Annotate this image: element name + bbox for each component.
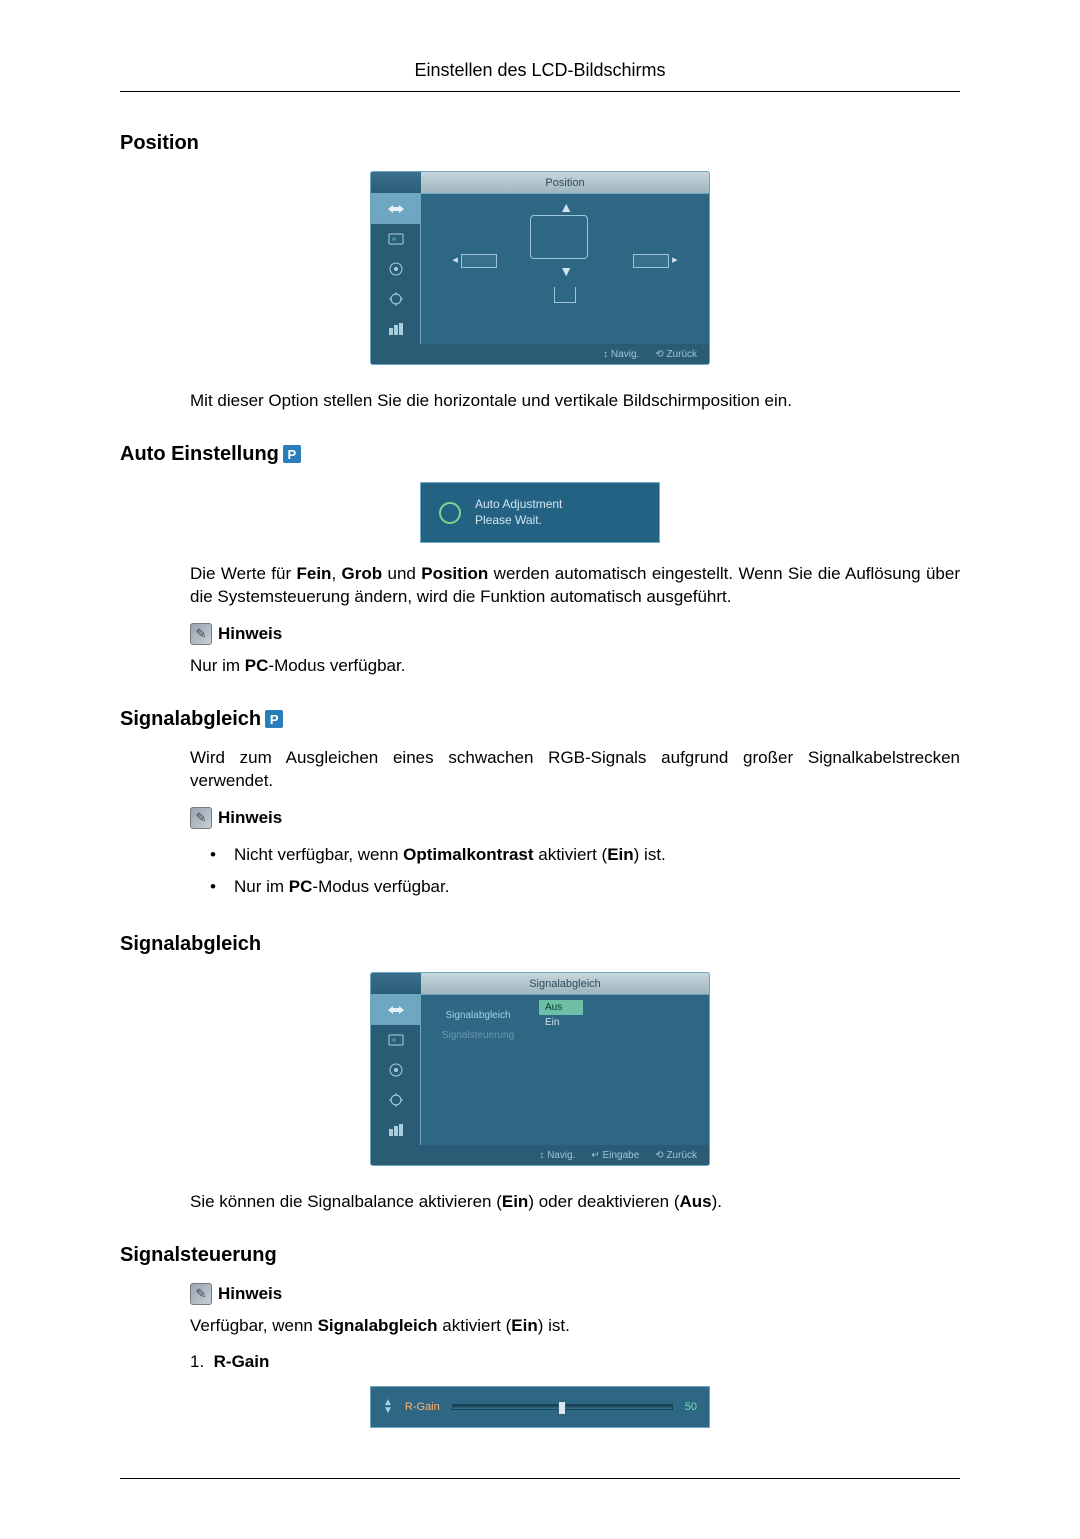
osd-footer: ↕ Navig. ↵ Eingabe ⟲ Zurück [371, 1145, 709, 1165]
position-desc: Mit dieser Option stellen Sie die horizo… [190, 390, 960, 413]
heading-signal2-text: Signalabgleich [120, 933, 261, 956]
osd-sidebar [371, 995, 421, 1145]
note-label: Hinweis [218, 624, 282, 644]
row1-label: Signalabgleich [433, 1010, 523, 1021]
note-icon: ✎ [190, 807, 212, 829]
note-label: Hinweis [218, 808, 282, 828]
osd-footer: ↕ Navig. ⟲ Zurück [371, 344, 709, 364]
footer-enter: ↵ Eingabe [591, 1150, 639, 1161]
spinner-icon [439, 502, 461, 524]
osd-main: Signalabgleich Aus Ein Signalsteuerung [421, 995, 709, 1145]
osd-title: Position [421, 172, 709, 193]
auto-line1: Auto Adjustment [475, 497, 562, 513]
input-icon [371, 995, 420, 1025]
note-auto: ✎ Hinweis [190, 623, 960, 645]
osd-signal: Signalabgleich Signalabgleich Aus Ein [370, 972, 710, 1166]
picture-icon [371, 1025, 420, 1055]
multi-icon [371, 1115, 420, 1145]
heading-signal1: Signalabgleich P [120, 708, 960, 731]
footer-rule [120, 1478, 960, 1479]
footer-back: ⟲ Zurück [655, 349, 697, 360]
figure-signal2: Signalabgleich Signalabgleich Aus Ein [120, 972, 960, 1171]
osd-titlebar: Position [371, 172, 709, 194]
osd-titlebar: Signalabgleich [371, 973, 709, 995]
footer-back: ⟲ Zurück [655, 1150, 697, 1161]
slider-thumb [558, 1401, 566, 1415]
auto-desc: Die Werte für Fein, Grob und Position we… [190, 563, 960, 609]
page-header: Einstellen des LCD-Bildschirms [120, 60, 960, 92]
heading-auto-text: Auto Einstellung [120, 443, 279, 466]
signal1-bullets: Nicht verfügbar, wenn Optimalkontrast ak… [210, 839, 960, 904]
input-icon [371, 194, 420, 224]
signal1-desc: Wird zum Ausgleichen eines schwachen RGB… [190, 747, 960, 793]
picture-icon [371, 224, 420, 254]
bullet-1: Nicht verfügbar, wenn Optimalkontrast ak… [210, 839, 960, 871]
note-signalsteuerung: ✎ Hinweis [190, 1283, 960, 1305]
rgain-item: 1. R-Gain [190, 1352, 960, 1372]
item-label: R-Gain [214, 1352, 270, 1371]
heading-signal2: Signalabgleich [120, 933, 960, 956]
auto-adjust-box: Auto Adjustment Please Wait. [420, 482, 660, 543]
row2-label: Signalsteuerung [433, 1030, 523, 1041]
sound-icon [371, 1055, 420, 1085]
multi-icon [371, 314, 420, 344]
heading-position-text: Position [120, 132, 199, 155]
sound-icon [371, 254, 420, 284]
note-signal1: ✎ Hinweis [190, 807, 960, 829]
footer-nav: ↕ Navig. [539, 1150, 575, 1161]
heading-signalsteuerung-text: Signalsteuerung [120, 1244, 277, 1267]
rgain-label: R-Gain [405, 1401, 440, 1413]
pc-badge-icon: P [283, 445, 301, 463]
rgain-value: 50 [685, 1401, 697, 1413]
note-label: Hinweis [218, 1284, 282, 1304]
osd-position: Position ▲ ▼ ◂ ▸ ↕ Navig. ⟲ Zurück [370, 171, 710, 365]
arrow-icon: ▲▼ [383, 1399, 393, 1415]
setup-icon [371, 1085, 420, 1115]
item-num: 1. [190, 1352, 204, 1371]
osd-main: ▲ ▼ ◂ ▸ [421, 194, 709, 344]
heading-auto: Auto Einstellung P [120, 443, 960, 466]
pc-badge-icon: P [265, 710, 283, 728]
auto-line2: Please Wait. [475, 513, 562, 529]
note-icon: ✎ [190, 1283, 212, 1305]
slider-track [452, 1404, 673, 1410]
figure-position: Position ▲ ▼ ◂ ▸ ↕ Navig. ⟲ Zurück [120, 171, 960, 370]
auto-note-text: Nur im PC-Modus verfügbar. [190, 655, 960, 678]
opt-ein: Ein [539, 1015, 583, 1030]
figure-auto: Auto Adjustment Please Wait. [120, 482, 960, 543]
signal2-desc: Sie können die Signalbalance aktivieren … [190, 1191, 960, 1214]
osd-title: Signalabgleich [421, 973, 709, 994]
note-icon: ✎ [190, 623, 212, 645]
heading-signalsteuerung: Signalsteuerung [120, 1244, 960, 1267]
figure-rgain: ▲▼ R-Gain 50 [120, 1386, 960, 1428]
footer-nav: ↕ Navig. [603, 349, 639, 360]
osd-sidebar [371, 194, 421, 344]
heading-signal1-text: Signalabgleich [120, 708, 261, 731]
opt-aus: Aus [539, 1000, 583, 1015]
rgain-slider-panel: ▲▼ R-Gain 50 [370, 1386, 710, 1428]
setup-icon [371, 284, 420, 314]
heading-position: Position [120, 132, 960, 155]
bullet-2: Nur im PC-Modus verfügbar. [210, 871, 960, 903]
signalsteuerung-note-text: Verfügbar, wenn Signalabgleich aktiviert… [190, 1315, 960, 1338]
